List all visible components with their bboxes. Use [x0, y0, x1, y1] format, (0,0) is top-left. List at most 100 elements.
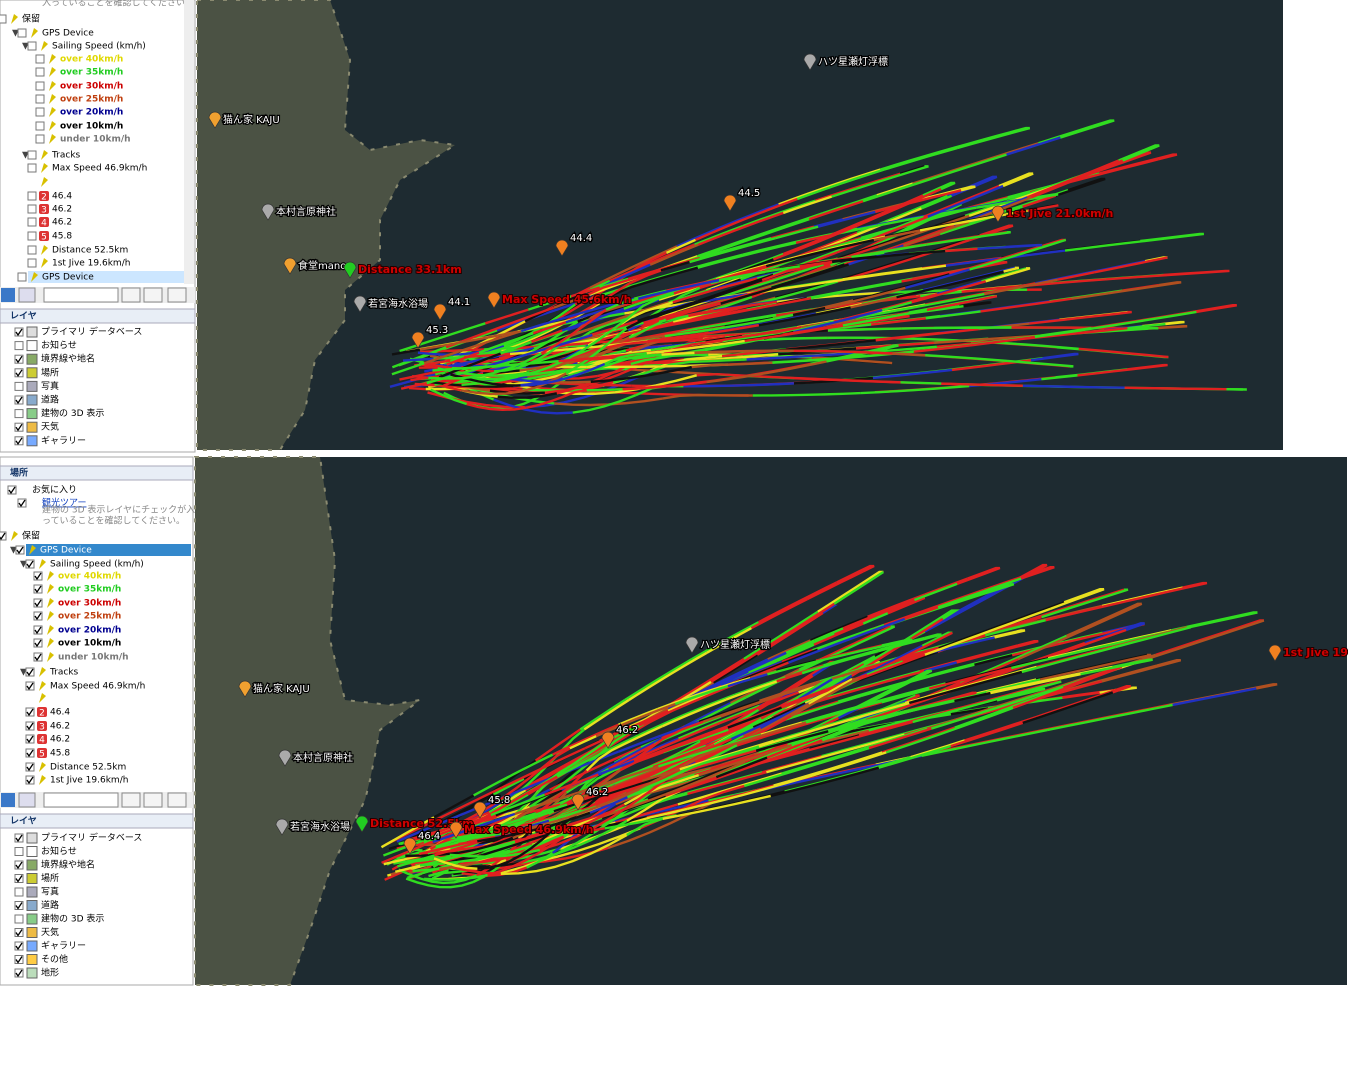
layer-label[interactable]: お知らせ — [41, 339, 77, 351]
tree-label[interactable]: 46.4 — [52, 192, 72, 202]
checkbox[interactable] — [35, 94, 45, 104]
view-button[interactable] — [18, 287, 36, 303]
map-label[interactable]: 45.8 — [487, 794, 512, 808]
layer-label[interactable]: 境界線や地名 — [41, 859, 95, 871]
checkbox[interactable] — [35, 121, 45, 131]
tree-label[interactable]: 46.2 — [50, 735, 70, 745]
tree-label[interactable]: Sailing Speed (km/h) — [50, 560, 144, 570]
tree-label[interactable]: under 10km/h — [58, 653, 129, 663]
checkbox[interactable] — [25, 721, 35, 731]
tree-label[interactable]: over 10km/h — [58, 639, 121, 649]
layer-label[interactable]: 建物の 3D 表示 — [41, 407, 104, 419]
map-pin[interactable] — [803, 53, 817, 71]
checkbox[interactable] — [25, 748, 35, 758]
tree-label[interactable]: 46.2 — [52, 218, 72, 228]
tree-label[interactable]: over 25km/h — [60, 95, 123, 105]
map-pin[interactable] — [723, 194, 737, 212]
map-pin[interactable] — [685, 636, 699, 654]
checkbox[interactable] — [27, 231, 37, 241]
checkbox[interactable] — [14, 436, 24, 446]
layer-label[interactable]: 建物の 3D 表示 — [41, 913, 104, 925]
map-pin[interactable] — [487, 291, 501, 309]
checkbox[interactable] — [25, 707, 35, 717]
checkbox[interactable] — [14, 409, 24, 419]
map-label[interactable]: ハツ星瀬灯浮標 — [817, 54, 890, 70]
map-label[interactable]: 46.2 — [585, 786, 610, 800]
layer-label[interactable]: 場所 — [41, 872, 59, 884]
checkbox[interactable] — [25, 734, 35, 744]
tree-label[interactable]: 46.4 — [50, 708, 70, 718]
panel-header-label[interactable]: レイヤ — [10, 311, 37, 322]
checkbox[interactable] — [27, 245, 37, 255]
checkbox[interactable] — [25, 775, 35, 785]
tree-label[interactable]: 保留 — [22, 13, 40, 25]
layer-label[interactable]: 場所 — [41, 366, 59, 378]
track-marker-label[interactable]: 1st Jive 21.0km/h — [1005, 206, 1114, 221]
checkbox[interactable] — [14, 901, 24, 910]
map-label[interactable]: 本村言原神社 — [275, 204, 338, 220]
map-pin[interactable] — [433, 303, 447, 321]
tree-label[interactable]: GPS Device — [42, 273, 94, 283]
layer-label[interactable]: 道路 — [41, 899, 59, 911]
layer-label[interactable]: プライマリ データベース — [41, 326, 142, 338]
panel-header-label[interactable]: レイヤ — [10, 816, 37, 827]
checkbox[interactable] — [14, 847, 24, 856]
map-label[interactable]: 46.4 — [417, 830, 442, 844]
checkbox[interactable] — [33, 571, 43, 581]
checkbox[interactable] — [33, 652, 43, 662]
nav-button[interactable] — [121, 792, 141, 808]
map-pin[interactable] — [283, 257, 297, 275]
checkbox[interactable] — [33, 598, 43, 608]
tree-label[interactable]: Max Speed 46.9km/h — [52, 164, 147, 174]
checkbox[interactable] — [17, 28, 27, 38]
checkbox[interactable] — [14, 354, 24, 364]
nav-button[interactable] — [167, 287, 187, 303]
layer-label[interactable]: その他 — [41, 953, 68, 965]
map-label[interactable]: 44.1 — [447, 296, 472, 310]
tree-label[interactable]: 45.8 — [52, 232, 72, 242]
map-pin[interactable] — [208, 111, 222, 129]
checkbox[interactable] — [27, 41, 37, 51]
checkbox[interactable] — [14, 941, 24, 951]
tree-label[interactable]: Tracks — [51, 151, 81, 161]
map-pin[interactable] — [473, 801, 487, 819]
map-label[interactable]: 猫ん家 KAJU — [222, 112, 281, 128]
checkbox[interactable] — [14, 833, 24, 843]
checkbox[interactable] — [27, 163, 37, 173]
nav-button[interactable] — [167, 792, 187, 808]
map-label[interactable]: 44.4 — [569, 232, 594, 246]
tree-label[interactable]: over 40km/h — [60, 55, 123, 65]
layer-label[interactable]: 天気 — [41, 421, 59, 433]
map-pin[interactable] — [355, 815, 369, 833]
checkbox[interactable] — [35, 67, 45, 77]
tree-label[interactable]: under 10km/h — [60, 135, 131, 145]
tree-label[interactable]: GPS Device — [40, 546, 92, 556]
tree-label[interactable]: over 35km/h — [60, 68, 123, 78]
map-pin[interactable] — [278, 749, 292, 767]
tree-label[interactable]: over 20km/h — [60, 108, 123, 118]
checkbox[interactable] — [25, 559, 35, 569]
map-pin[interactable] — [571, 793, 585, 811]
checkbox[interactable] — [14, 341, 24, 351]
tree-label[interactable]: over 40km/h — [58, 572, 121, 582]
checkbox[interactable] — [14, 887, 24, 897]
checkbox[interactable] — [25, 667, 35, 677]
nav-button[interactable] — [143, 287, 163, 303]
checkbox[interactable] — [14, 327, 24, 337]
map-pin[interactable] — [411, 331, 425, 349]
track-marker-label[interactable]: Max Speed 46.9km/h — [463, 822, 594, 837]
track-marker-label[interactable]: Distance 52.5km — [369, 816, 475, 831]
map-pin[interactable] — [343, 261, 357, 279]
map-label[interactable]: 猫ん家 KAJU — [252, 681, 311, 697]
nav-button[interactable] — [143, 792, 163, 808]
checkbox[interactable] — [27, 191, 37, 201]
tree-label[interactable]: over 30km/h — [58, 599, 121, 609]
track-marker-label[interactable]: 1st Jive 19.6km/h — [1282, 645, 1348, 660]
search-button[interactable] — [1, 793, 15, 807]
checkbox[interactable] — [17, 498, 27, 508]
track-marker-label[interactable]: Distance 33.1km — [357, 262, 463, 277]
checkbox[interactable] — [14, 955, 24, 964]
checkbox[interactable] — [0, 14, 7, 24]
checkbox[interactable] — [14, 860, 24, 870]
checkbox[interactable] — [33, 611, 43, 621]
